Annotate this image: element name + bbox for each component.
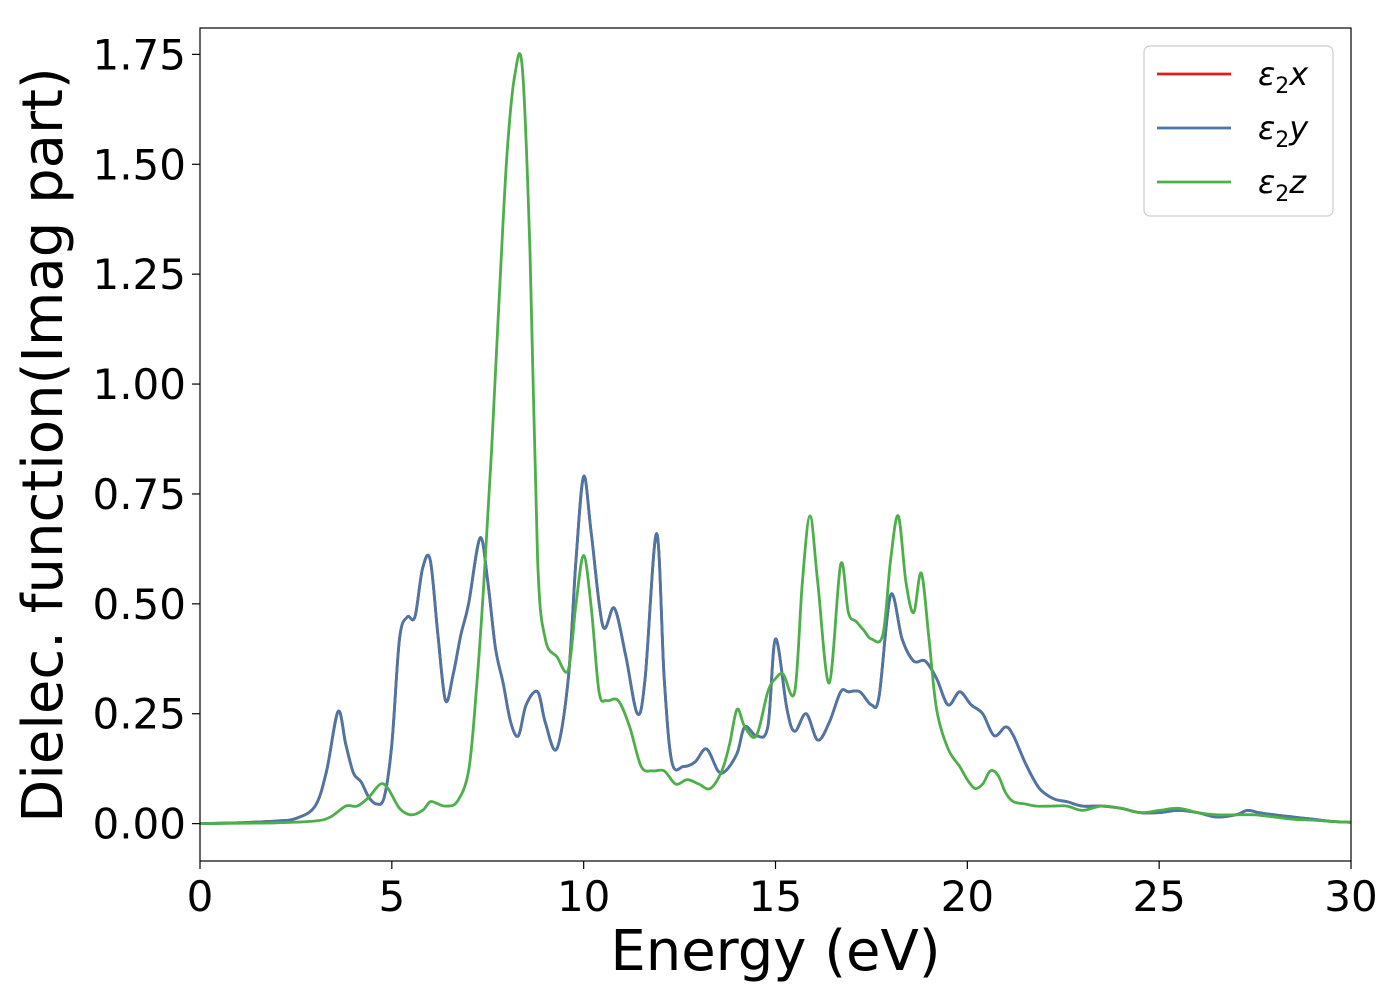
y-tick-label: 0.25 xyxy=(92,690,186,739)
legend-box xyxy=(1143,45,1334,217)
x-tick-label: 20 xyxy=(941,872,994,921)
plot-lines xyxy=(200,52,1351,825)
y-tick-label: 1.50 xyxy=(92,140,186,189)
x-tick-label: 25 xyxy=(1132,872,1185,921)
y-tick-label: 1.25 xyxy=(92,250,186,299)
y-tick-label: 1.75 xyxy=(92,30,186,79)
y-tick-label: 1.00 xyxy=(92,360,186,409)
x-tick-label: 15 xyxy=(749,872,802,921)
legend-label-x: ε2x xyxy=(1258,55,1309,99)
x-tick-label: 30 xyxy=(1324,872,1377,921)
x-axis-title: Energy (eV) xyxy=(610,919,940,984)
legend: ε2x ε2y ε2z xyxy=(1143,45,1334,217)
series-line-x xyxy=(200,474,1351,825)
y-tick-label: 0.75 xyxy=(92,470,186,519)
y-tick-label: 0.00 xyxy=(92,800,186,849)
series-line-y xyxy=(200,474,1351,825)
x-axis: 0 5 10 15 20 25 30 xyxy=(187,861,1378,921)
series-line-z xyxy=(200,52,1351,825)
legend-label-z: ε2z xyxy=(1258,163,1307,207)
y-tick-label: 0.50 xyxy=(92,580,186,629)
y-axis-title: Dielec. function(Imag part) xyxy=(11,67,76,823)
x-tick-label: 5 xyxy=(378,872,405,921)
y-axis: 0.00 0.25 0.50 0.75 1.00 1.25 1.50 1.75 xyxy=(92,30,200,849)
x-tick-label: 0 xyxy=(187,872,214,921)
x-tick-label: 10 xyxy=(557,872,610,921)
legend-label-y: ε2y xyxy=(1258,109,1309,153)
